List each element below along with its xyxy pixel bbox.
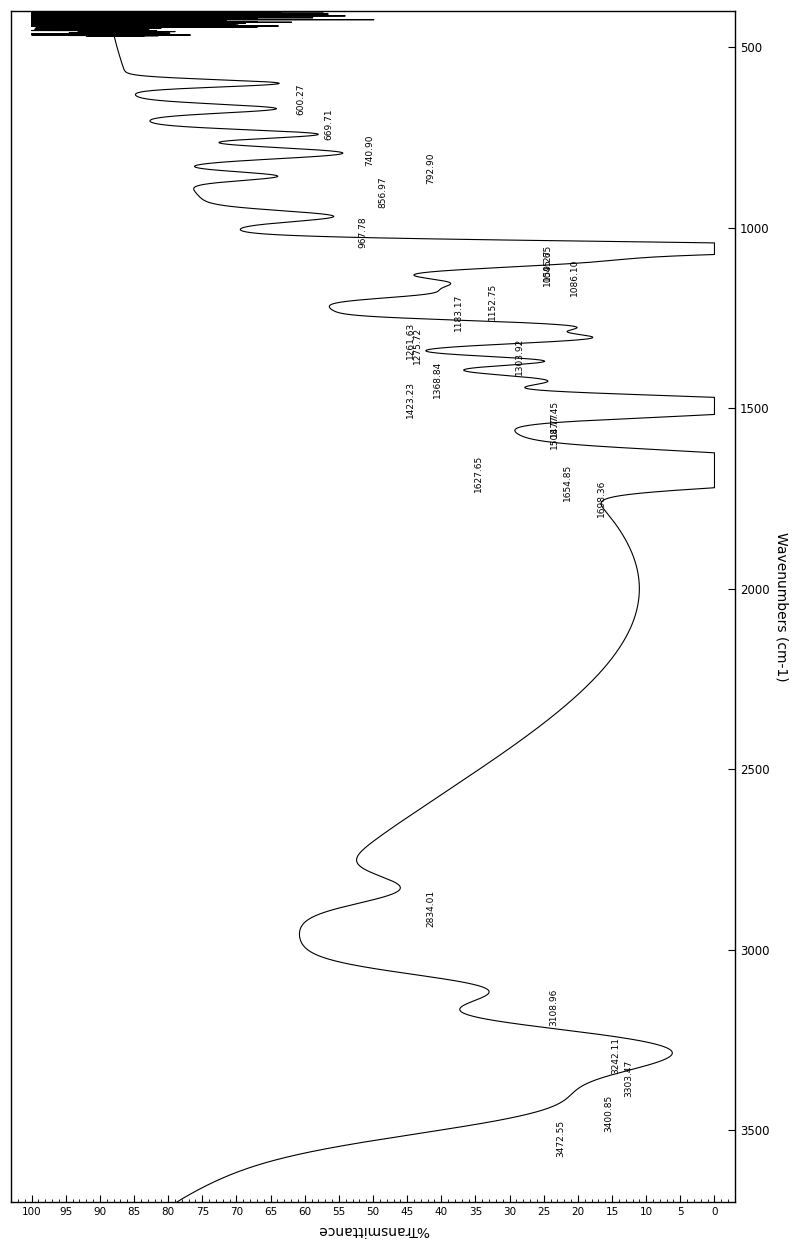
Text: 1477.45: 1477.45: [550, 401, 558, 437]
Text: 1368.84: 1368.84: [434, 361, 442, 398]
Text: 1261.63: 1261.63: [406, 322, 415, 359]
Text: 1698.36: 1698.36: [598, 479, 606, 517]
Text: 1508.77: 1508.77: [550, 412, 558, 449]
Text: 3242.11: 3242.11: [611, 1037, 620, 1075]
Text: 740.90: 740.90: [365, 135, 374, 166]
Text: 1423.23: 1423.23: [406, 381, 415, 418]
Text: 967.78: 967.78: [358, 216, 367, 247]
Text: 1059.27: 1059.27: [542, 250, 552, 286]
Text: 2834.01: 2834.01: [426, 890, 435, 927]
Text: 1183.17: 1183.17: [454, 293, 463, 331]
Text: 3108.96: 3108.96: [550, 990, 558, 1026]
Text: 1152.75: 1152.75: [488, 283, 497, 321]
Text: 600.27: 600.27: [297, 84, 306, 115]
Text: 3400.85: 3400.85: [604, 1094, 613, 1132]
Text: 1654.85: 1654.85: [563, 464, 572, 502]
Text: 3472.55: 3472.55: [556, 1121, 566, 1157]
X-axis label: %Transmittance: %Transmittance: [317, 1223, 429, 1237]
Text: 1086.10: 1086.10: [570, 258, 579, 296]
Text: 1627.65: 1627.65: [474, 454, 483, 492]
Text: 792.90: 792.90: [426, 154, 435, 185]
Y-axis label: Wavenumbers (cm-1): Wavenumbers (cm-1): [775, 532, 789, 681]
Text: 1275.72: 1275.72: [413, 327, 422, 364]
Text: 1045.65: 1045.65: [542, 245, 552, 282]
Text: 1303.92: 1303.92: [515, 337, 524, 374]
Text: 669.71: 669.71: [324, 109, 333, 140]
Text: 856.97: 856.97: [378, 176, 388, 207]
Text: 3303.47: 3303.47: [625, 1060, 634, 1097]
